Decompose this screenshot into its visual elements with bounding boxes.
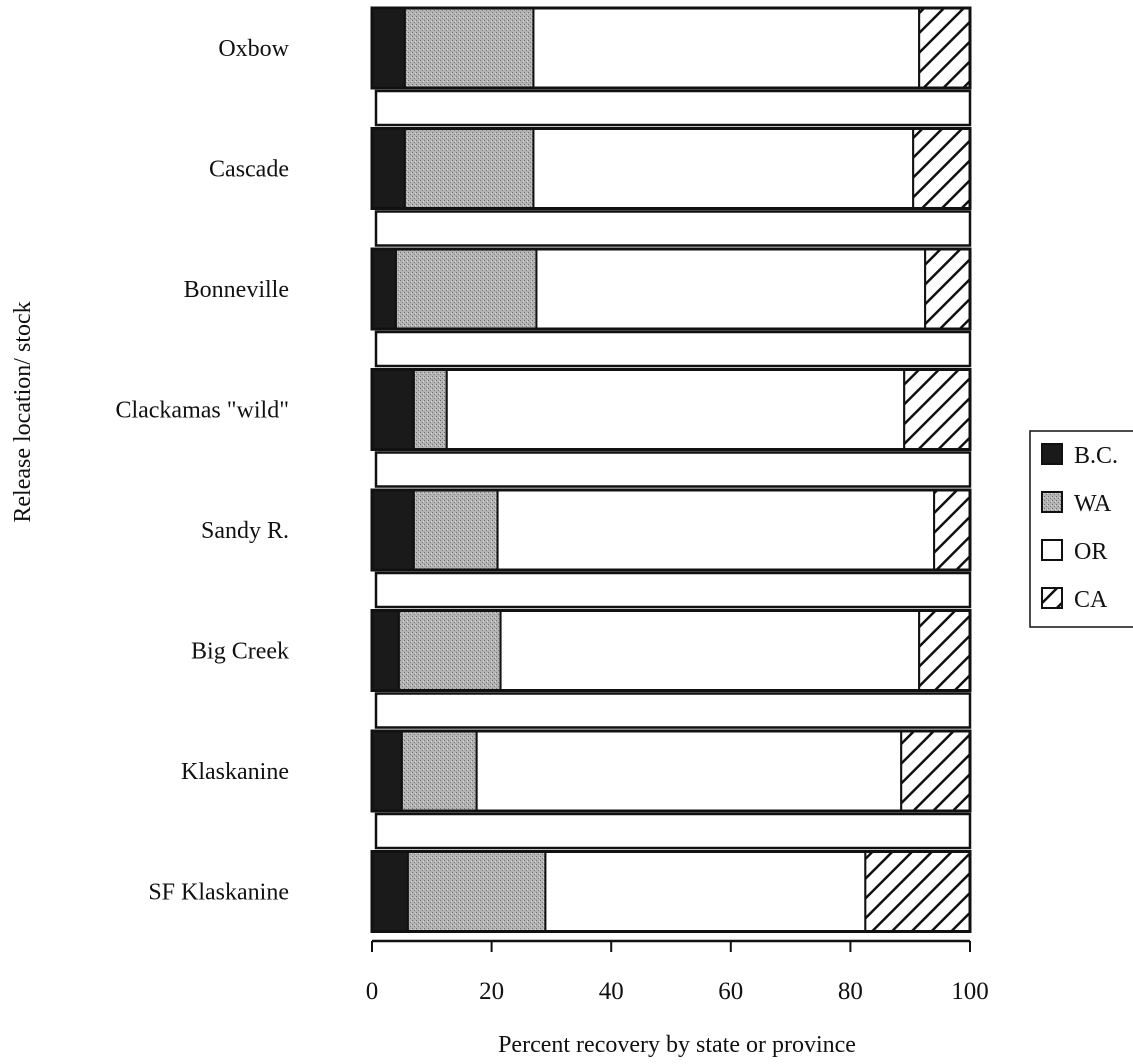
category-label: Big Creek [191, 639, 289, 665]
legend-swatch [1041, 443, 1063, 465]
bar-segment [412, 368, 448, 451]
row-separator [374, 571, 972, 609]
bar-segment [532, 7, 921, 89]
bar-segment [371, 248, 397, 330]
x-tick-label: 100 [951, 978, 989, 1005]
bar-segment [912, 127, 972, 210]
category-label: Clackamas "wild" [115, 398, 289, 424]
row-separator [374, 812, 972, 850]
legend: B.C. WA OR CA [1029, 430, 1133, 628]
bar-segment [371, 850, 409, 933]
x-axis-ticks: 0 20 40 60 80 100 [366, 941, 989, 1005]
bar-segment [371, 489, 415, 571]
bar-segment [371, 730, 403, 812]
bar-segment [918, 7, 971, 89]
category-label: Bonneville [184, 277, 289, 303]
bar-segment [371, 127, 406, 210]
bar-segment [371, 7, 406, 89]
bar-segment [406, 850, 547, 933]
legend-swatch [1041, 491, 1063, 513]
legend-label: CA [1074, 587, 1108, 613]
bar-segment [924, 248, 972, 330]
row-separator [374, 330, 972, 368]
bar-outline [370, 609, 972, 692]
bar-segment [412, 489, 499, 571]
bar-segment [933, 489, 971, 571]
bar-segment [900, 730, 971, 812]
x-axis-title: Percent recovery by state or province [498, 1032, 856, 1058]
x-tick-label: 20 [479, 978, 504, 1005]
bar-outline [370, 729, 972, 813]
category-label: Oxbow [218, 36, 289, 62]
bar-segment [475, 730, 903, 812]
bar-outline [370, 127, 972, 210]
bar-outline [370, 368, 972, 451]
category-label: Klaskanine [181, 759, 289, 785]
bar-segment [903, 368, 971, 451]
bar-segment [397, 609, 502, 692]
legend-label: B.C. [1074, 443, 1118, 469]
bar-outline [370, 6, 972, 90]
category-label: SF Klaskanine [148, 880, 289, 906]
bar-segment [371, 368, 415, 451]
legend-swatch [1041, 587, 1063, 609]
x-tick-label: 0 [366, 978, 379, 1005]
row-separator [374, 210, 972, 247]
legend-label: OR [1074, 539, 1107, 565]
bar-segment [544, 850, 867, 933]
bar-segment [918, 609, 971, 692]
legend-label: WA [1074, 491, 1112, 517]
bar-outline [370, 247, 972, 331]
row-separator [374, 451, 972, 488]
row-separator [374, 692, 972, 729]
bar-segment [403, 127, 535, 210]
bar-segment [496, 489, 936, 571]
category-label: Cascade [209, 157, 289, 183]
category-labels: Oxbow Cascade Bonneville Clackamas "wild" Sa… [115, 36, 289, 906]
bar-segment [499, 609, 921, 692]
bar-outline [370, 850, 972, 933]
x-tick-label: 40 [599, 978, 624, 1005]
bar-segment [864, 850, 971, 933]
bar-group [370, 6, 972, 933]
bar-segment [445, 368, 906, 451]
bar-segment [403, 7, 535, 89]
bar-segment [532, 127, 915, 210]
y-axis-title: Release location/ stock [10, 301, 36, 522]
bar-segment [400, 730, 478, 812]
legend-swatch [1041, 539, 1063, 561]
row-separator [374, 89, 972, 127]
category-label: Sandy R. [201, 518, 289, 544]
separator-group [374, 89, 972, 850]
x-tick-label: 80 [838, 978, 863, 1005]
x-tick-label: 60 [718, 978, 743, 1005]
bar-segment [394, 248, 538, 330]
bar-segment [371, 609, 400, 692]
bar-outline [370, 488, 972, 572]
bar-segment [535, 248, 927, 330]
